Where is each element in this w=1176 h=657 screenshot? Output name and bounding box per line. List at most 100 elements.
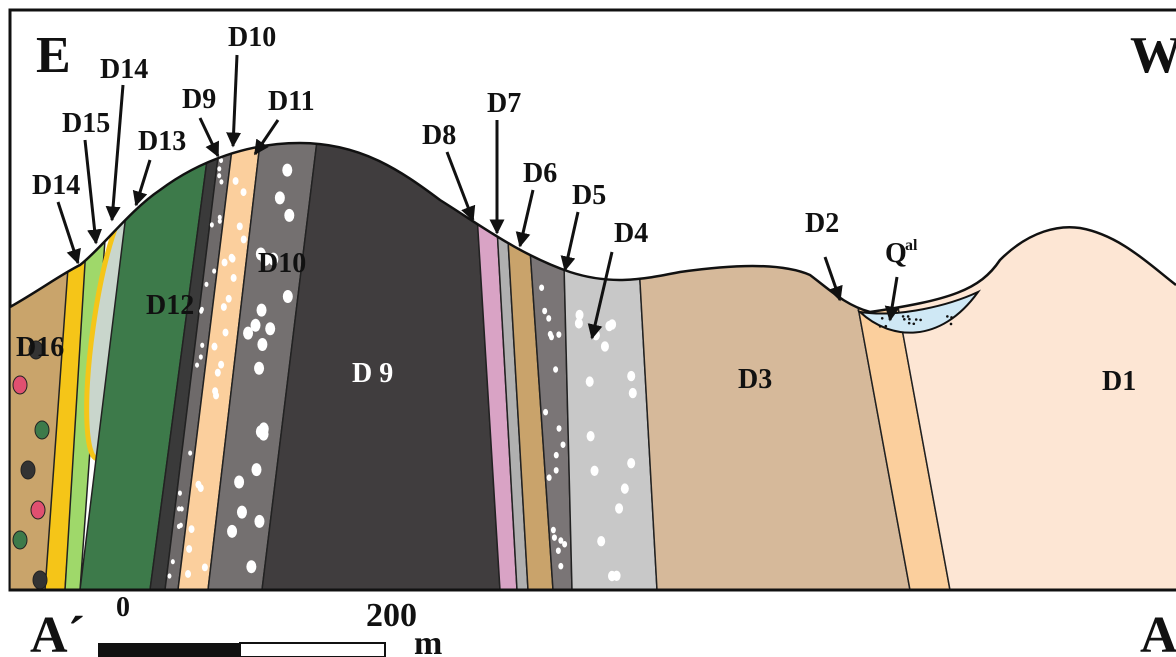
cross-section: E W D10 D14 D9 D11 D15 D13 D14 D8 D7 D6 … [0,0,1176,657]
dot [199,354,203,359]
dot [227,525,237,538]
dot [907,315,910,318]
dot [552,534,557,541]
arrow [233,55,237,146]
dot [234,475,244,488]
dot [189,525,195,533]
arrow [565,212,578,270]
unit-label: D10 [228,22,276,53]
qal-superscript: al [905,237,918,254]
unit-label: D14 [32,170,80,201]
dot [215,369,221,377]
dot [185,570,191,578]
unit-label: D7 [487,88,521,119]
dot [282,164,292,177]
dot [217,166,221,171]
dot [195,481,201,489]
dot [547,474,552,481]
dot [178,491,182,496]
dot [551,527,556,534]
dot [275,191,285,204]
section-start: A´ [30,607,85,657]
unit-label: D9 [182,84,216,115]
dot [591,466,599,476]
dot [597,536,605,546]
dot [542,308,547,315]
dot [554,452,559,459]
dot [575,318,583,328]
unit-label: D1 [1102,366,1136,397]
dot [223,329,229,337]
unit-label: D11 [268,86,315,117]
dot [237,506,247,519]
dot [221,303,227,311]
scale: 0 200 m [98,592,442,657]
dot [553,366,558,373]
dot [557,425,562,432]
dot [180,506,184,511]
dot [200,307,204,312]
unit-label: D10 [258,248,306,279]
dot [903,318,906,321]
scale-bar-white [240,643,385,657]
east-label: E [36,27,71,84]
dot [257,304,267,317]
dot [265,322,275,335]
dot [879,325,882,328]
dot [241,188,247,196]
unit-label: D15 [62,108,110,139]
dot [254,515,264,528]
dot [218,361,224,369]
dot [543,409,548,416]
dot [210,222,214,227]
dot [627,458,635,468]
dot [200,343,204,348]
unit-label: D2 [805,208,839,239]
dot [257,338,267,351]
qal-label: Q [885,238,907,269]
unit-label: D16 [16,332,64,363]
dot [587,431,595,441]
west-label: W [1130,27,1176,84]
dot [562,541,567,548]
dot [259,422,269,435]
dot [554,467,559,474]
dot [284,209,294,222]
dot [545,193,550,200]
dot [586,376,594,386]
dot [283,290,293,303]
clast [35,421,49,439]
dot [605,321,613,331]
dot [540,203,545,210]
dot [222,259,228,267]
dot [556,331,561,338]
unit-label: D4 [614,218,648,249]
dot [204,282,208,287]
dot [621,483,629,493]
dot [946,315,949,318]
unit-label: D14 [100,54,148,85]
dot [211,343,217,351]
dot [167,573,171,578]
scale-start: 0 [116,592,130,623]
clast [21,461,35,479]
dot [627,371,635,381]
arrow [112,85,123,220]
unit-label: D12 [146,290,194,321]
section-end: A [1140,607,1176,657]
dot [212,387,218,395]
arrow [85,140,96,243]
dot [179,523,183,528]
dot [950,323,953,326]
clast [13,376,27,394]
dot [915,318,918,321]
clast [13,531,27,549]
dot [229,254,235,262]
dot [539,284,544,291]
unit-label: D13 [138,126,186,157]
dot [251,319,261,332]
dot [549,334,554,341]
dot [908,322,911,325]
dot [231,274,237,282]
dot [601,341,609,351]
